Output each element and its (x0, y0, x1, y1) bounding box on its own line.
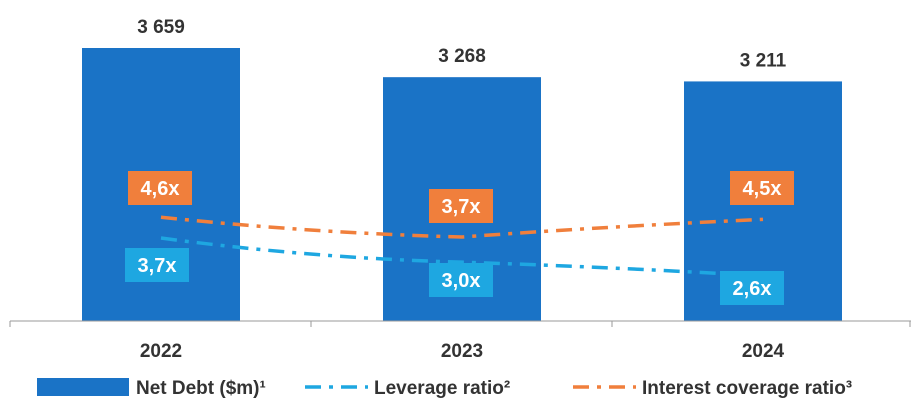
legend-label-leverage: Leverage ratio² (374, 378, 510, 399)
bar-value-label-2024: 3 211 (740, 50, 787, 71)
coverage-label-2022-box (128, 171, 192, 205)
leverage-ratio-line (160, 236, 764, 278)
coverage-label-2023: 3,7x (442, 196, 481, 218)
leverage-label-2023: 3,0x (442, 270, 481, 292)
coverage-label-2022: 4,6x (141, 178, 180, 200)
lines-group (160, 215, 764, 278)
x-axis: 2022 2023 2024 (9, 320, 911, 362)
leverage-label-2022-box (125, 248, 189, 282)
x-tick-label-2023: 2023 (441, 341, 483, 362)
coverage-label-2024-box (730, 171, 794, 205)
leverage-label-2024: 2,6x (733, 278, 772, 300)
x-tick-label-2024: 2024 (742, 341, 785, 362)
interest-coverage-line (160, 215, 764, 239)
x-tick-label-2022: 2022 (140, 341, 182, 362)
coverage-label-2024: 4,5x (743, 178, 782, 200)
labels-group: 3 659 3 268 3 211 4,6x 3,7x 4,5x 3,7x 3,0x 2,6x (125, 17, 794, 305)
coverage-label-2023-box (429, 189, 493, 223)
bar-value-label-2023: 3 268 (438, 46, 486, 67)
legend: Net Debt ($m)¹ Leverage ratio² Interest co… (37, 378, 852, 399)
legend-label-coverage: Interest coverage ratio³ (642, 378, 852, 399)
legend-label-net-debt: Net Debt ($m)¹ (136, 378, 266, 399)
leverage-label-2023-box (429, 263, 493, 297)
bar-value-label-2022: 3 659 (137, 17, 185, 38)
legend-swatch-net-debt (37, 378, 129, 396)
leverage-label-2024-box (720, 271, 784, 305)
leverage-label-2022: 3,7x (138, 255, 177, 277)
